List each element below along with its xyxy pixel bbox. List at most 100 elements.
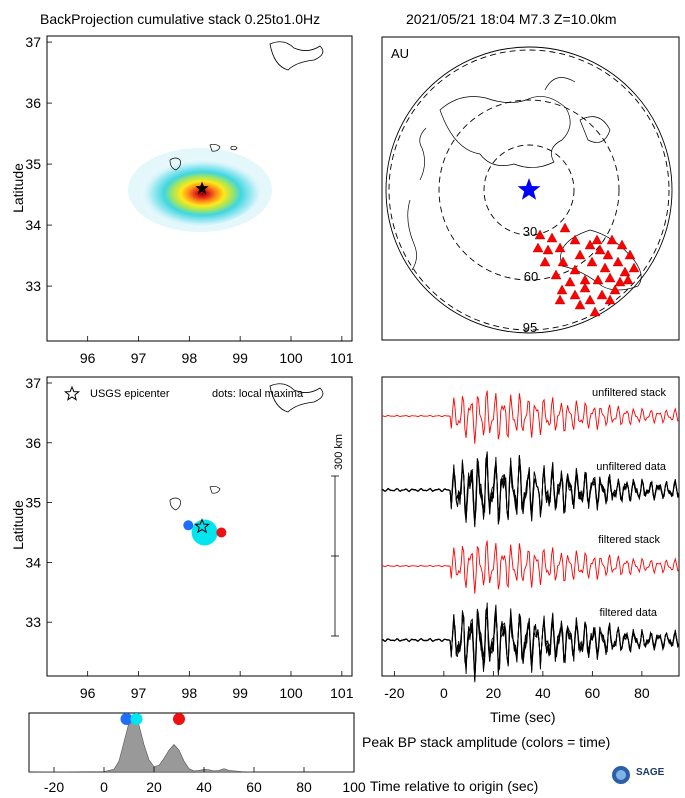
- time-color-dot: [173, 713, 185, 725]
- station-triangle: [584, 239, 596, 250]
- y-tick-label: 36: [25, 435, 41, 451]
- unfiltered-stack-trace: [381, 390, 680, 444]
- x-axis-label-time: Time (sec): [490, 709, 556, 725]
- x-tick-label: 96: [80, 685, 96, 701]
- station-triangle: [564, 276, 576, 287]
- continent-outline: [544, 77, 611, 143]
- station-triangle: [592, 274, 604, 285]
- station-triangle: [586, 256, 598, 267]
- coastline: [169, 497, 181, 511]
- station-triangle: [622, 274, 634, 285]
- station-triangle: [569, 234, 581, 245]
- epicenter-star: [195, 181, 209, 195]
- panel-label-filtered-stack: filtered stack: [598, 534, 660, 546]
- local-maximum-dot: [191, 519, 218, 546]
- legend-star-icon: [63, 385, 81, 401]
- scale-bar-label: 300 km: [333, 434, 345, 470]
- station-triangle: [542, 244, 554, 255]
- station-triangle: [569, 264, 581, 275]
- y-tick-label: 36: [25, 95, 41, 111]
- x-tick-label: 97: [131, 350, 147, 366]
- x-tick-label: 0: [440, 685, 448, 701]
- coastline: [269, 41, 324, 71]
- legend-usgs-epicenter: USGS epicenter: [90, 388, 170, 400]
- time-color-dot: [120, 713, 133, 725]
- seismogram-panel: unfiltered stack unfiltered data filtere…: [381, 376, 680, 701]
- station-triangle: [534, 229, 546, 240]
- station-triangle: [596, 289, 608, 300]
- heatmap-blob: [132, 154, 260, 226]
- coastline: [169, 157, 181, 171]
- station-triangle: [599, 262, 611, 273]
- epicenter-star-polar: [517, 178, 541, 200]
- station-triangle: [559, 222, 571, 233]
- station-triangle: [609, 284, 621, 295]
- coastline: [209, 485, 221, 494]
- continent-outline: [407, 127, 427, 271]
- y-tick-label: 34: [25, 217, 41, 233]
- polar-ring-95: [388, 49, 670, 331]
- station-triangle: [614, 276, 626, 287]
- projection-label: AU: [391, 46, 410, 61]
- x-tick-label: 80: [296, 779, 312, 795]
- station-triangle: [616, 239, 628, 250]
- polar-ring-60: [438, 99, 620, 281]
- local-maxima-panel: 96 97 98 99 100 101 33 34 35 36 37 300 km: [25, 375, 353, 701]
- ring-label-95: 95: [523, 320, 537, 335]
- station-triangle: [557, 256, 569, 267]
- local-maximum-dot: [216, 527, 227, 538]
- station-triangle: [579, 274, 591, 285]
- x-tick-label: 60: [585, 685, 601, 701]
- station-triangle: [591, 234, 603, 245]
- local-maximum-dot: [183, 520, 194, 531]
- data-trace: [381, 453, 680, 522]
- station-triangle: [546, 232, 558, 243]
- polar-outer-ring: [385, 46, 673, 334]
- event-info: 2021/05/21 18:04 M7.3 Z=10.0km: [406, 11, 617, 27]
- logo-text: SAGE: [636, 767, 665, 778]
- station-triangle: [619, 266, 631, 277]
- panel-label-unfiltered-data: unfiltered data: [596, 461, 667, 473]
- station-triangle: [550, 269, 562, 280]
- sage-logo: SAGE: [610, 764, 680, 786]
- y-tick-label: 37: [25, 34, 41, 50]
- station-triangle: [532, 242, 544, 253]
- stack-heatmap-panel: 96 97 98 99 100 101 33 34 35 36 37: [25, 34, 353, 366]
- station-triangle: [574, 249, 586, 260]
- y-axis-label-middle: Latitude: [10, 500, 26, 550]
- x-tick-label: -20: [44, 779, 64, 795]
- x-tick-label: 40: [535, 685, 551, 701]
- y-tick-label: 37: [25, 375, 41, 391]
- station-triangle: [569, 289, 581, 300]
- station-triangle: [604, 272, 616, 283]
- x-tick-label: 20: [146, 779, 162, 795]
- filtered-stack-trace: [381, 540, 680, 594]
- station-triangle: [554, 242, 566, 253]
- y-tick-label: 33: [25, 614, 41, 630]
- epicenter-star: [194, 518, 211, 534]
- station-triangle: [606, 234, 618, 245]
- x-tick-label: 100: [342, 779, 366, 795]
- x-tick-label: 80: [634, 685, 650, 701]
- station-triangle: [612, 256, 624, 267]
- station-triangle: [604, 294, 616, 305]
- y-tick-label: 33: [25, 278, 41, 294]
- time-color-dot: [130, 713, 143, 725]
- station-triangle: [628, 262, 640, 273]
- unfiltered-data-traces: [381, 451, 680, 528]
- station-triangle: [554, 294, 566, 305]
- station-triangle: [602, 249, 614, 260]
- globe-icon: [612, 766, 630, 784]
- figure-title: BackProjection cumulative stack 0.25to1.…: [40, 11, 321, 27]
- x-tick-label: 97: [131, 685, 147, 701]
- x-tick-label: 98: [182, 685, 198, 701]
- x-tick-label: 60: [246, 779, 262, 795]
- amplitude-area: [28, 716, 354, 773]
- station-triangle: [584, 294, 596, 305]
- filtered-data-traces: [381, 602, 680, 683]
- station-triangle: [579, 282, 591, 293]
- peak-amplitude-label: Peak BP stack amplitude (colors = time): [362, 734, 611, 750]
- legend-local-maxima: dots: local maxima: [212, 388, 304, 400]
- continent-outline: [439, 96, 571, 168]
